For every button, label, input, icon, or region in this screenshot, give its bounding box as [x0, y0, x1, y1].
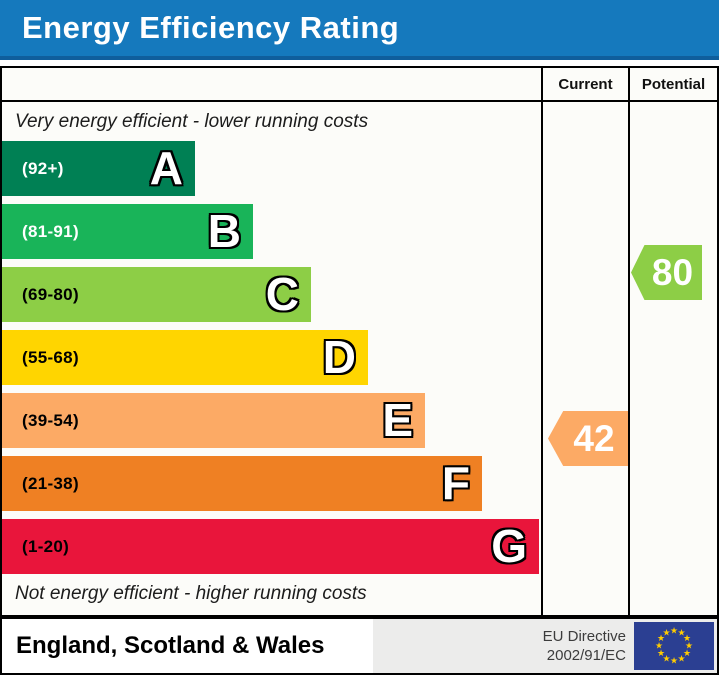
- caption-not-efficient: Not energy efficient - higher running co…: [15, 583, 367, 604]
- svg-text:★: ★: [655, 642, 663, 652]
- band-range-label: (1-20): [22, 536, 70, 556]
- band-letter: G: [491, 520, 527, 572]
- band-letter: A: [149, 142, 183, 194]
- band-letter: C: [265, 268, 299, 320]
- chart-title: Energy Efficiency Rating: [22, 10, 400, 45]
- potential-marker: 80: [631, 245, 702, 300]
- band-bar: (21-38) F: [2, 456, 482, 511]
- potential-column: 80: [628, 102, 717, 615]
- band-letter: B: [207, 205, 241, 257]
- band-row: (81-91) B: [2, 204, 541, 259]
- band-row: (21-38) F: [2, 456, 541, 511]
- band-range-label: (55-68): [22, 347, 79, 367]
- title-divider: [0, 60, 719, 66]
- table-header-row: Current Potential: [2, 68, 717, 102]
- current-marker: 42: [548, 411, 628, 466]
- svg-text:★: ★: [683, 634, 691, 644]
- eu-flag-icon: ★ ★★★★★★★★★★★: [634, 622, 714, 670]
- eu-flag-stars: ★ ★★★★★★★★★★★: [655, 627, 693, 667]
- band-bar: (39-54) E: [2, 393, 425, 448]
- table-body: Very energy efficient - lower running co…: [2, 102, 717, 615]
- band-bar: (55-68) D: [2, 330, 368, 385]
- eu-directive-text: EU Directive 2002/91/EC: [543, 627, 626, 666]
- svg-text:★: ★: [662, 655, 670, 665]
- band-bar: (69-80) C: [2, 267, 311, 322]
- svg-text:★: ★: [657, 634, 665, 644]
- chart-title-bar: Energy Efficiency Rating: [0, 0, 719, 60]
- eu-directive-line1: EU Directive: [542, 627, 626, 645]
- svg-text:★: ★: [670, 627, 678, 637]
- band-range-label: (81-91): [22, 221, 79, 241]
- svg-text:★: ★: [677, 655, 685, 665]
- bands-chart-area: Very energy efficient - lower running co…: [2, 102, 541, 615]
- band-range-label: (21-38): [22, 473, 79, 493]
- svg-text:★: ★: [683, 649, 691, 659]
- band-row: (92+) A: [2, 141, 541, 196]
- caption-very-efficient: Very energy efficient - lower running co…: [15, 111, 369, 132]
- rating-table: Current Potential Very energy efficient …: [0, 66, 719, 617]
- band-bar: (81-91) B: [2, 204, 253, 259]
- column-header-current: Current: [541, 68, 628, 100]
- column-header-potential: Potential: [628, 68, 717, 100]
- band-row: (69-80) C: [2, 267, 541, 322]
- current-column: 42: [541, 102, 628, 615]
- band-row: (55-68) D: [2, 330, 541, 385]
- region-label: England, Scotland & Wales: [16, 632, 325, 659]
- band-bar: (92+) A: [2, 141, 195, 196]
- svg-text:★: ★: [685, 642, 693, 652]
- band-range-label: (39-54): [22, 410, 79, 430]
- band-row: (39-54) E: [2, 393, 541, 448]
- eu-directive-line2: 2002/91/EC: [546, 647, 626, 664]
- svg-text:★: ★: [670, 657, 678, 667]
- footer: England, Scotland & Wales EU Directive 2…: [0, 617, 719, 675]
- band-letter: E: [382, 394, 413, 446]
- potential-value: 80: [651, 251, 694, 293]
- band-letter: D: [322, 331, 356, 383]
- band-bar: (1-20) G: [2, 519, 539, 574]
- band-row: (1-20) G: [2, 519, 541, 574]
- svg-text:★: ★: [662, 629, 670, 639]
- eu-directive-panel: EU Directive 2002/91/EC ★ ★ ★ ★ ★ ★ ★ ★ ★ ★ ★ ★: [373, 619, 717, 673]
- current-value: 42: [573, 417, 615, 459]
- band-list: (92+) A (81-91) B (69-80) C (55-68) D (3…: [2, 141, 541, 574]
- band-range-label: (69-80): [22, 284, 79, 304]
- band-letter: F: [441, 457, 470, 509]
- band-range-label: (92+): [22, 158, 64, 178]
- header-spacer: [2, 68, 541, 100]
- svg-text:★: ★: [657, 649, 665, 659]
- svg-text:★: ★: [677, 629, 685, 639]
